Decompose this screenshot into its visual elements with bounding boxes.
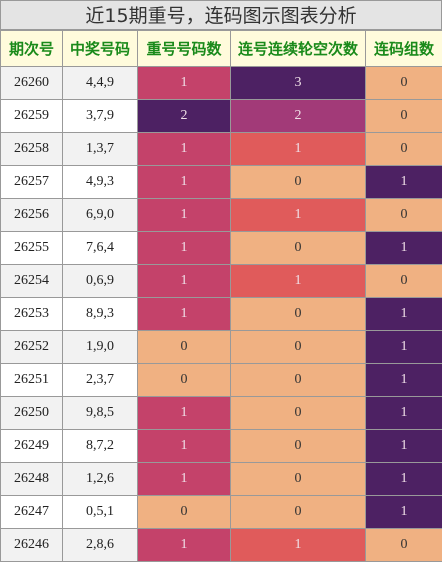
heat-cell: 0 [365,528,442,562]
cell: 1,2,6 [62,462,138,496]
cell: 0,6,9 [62,264,138,298]
heat-cell: 1 [365,363,442,397]
heat-cell: 0 [230,330,366,364]
heat-cell: 0 [230,297,366,331]
heat-cell: 1 [230,132,366,166]
heat-cell: 0 [230,165,366,199]
heat-cell: 0 [365,99,442,133]
heat-cell: 0 [137,330,231,364]
heat-cell: 0 [365,132,442,166]
cell: 2,3,7 [62,363,138,397]
heat-cell: 0 [365,198,442,232]
header-cell: 连码组数 [365,30,442,67]
heat-cell: 1 [365,462,442,496]
cell: 9,8,5 [62,396,138,430]
heat-cell: 1 [137,231,231,265]
heat-cell: 1 [365,429,442,463]
heat-cell: 1 [137,132,231,166]
row: 26259 3,7,9 2 2 0 [0,99,442,133]
heat-cell: 1 [137,297,231,331]
cell: 3,7,9 [62,99,138,133]
heat-cell: 0 [230,429,366,463]
cell: 4,9,3 [62,165,138,199]
cell: 1,3,7 [62,132,138,166]
cell: 26256 [0,198,63,232]
title: 近15期重号，连码图示图表分析 [0,0,442,30]
cell: 26260 [0,66,63,100]
heat-cell: 0 [230,363,366,397]
header-cell: 重号号码数 [137,30,231,67]
header-cell: 期次号 [0,30,63,67]
cell: 4,4,9 [62,66,138,100]
cell: 26250 [0,396,63,430]
heat-cell: 1 [365,297,442,331]
cell: 26249 [0,429,63,463]
heat-cell: 1 [137,429,231,463]
heat-cell: 1 [365,165,442,199]
heat-cell: 1 [365,330,442,364]
cell: 26259 [0,99,63,133]
cell: 8,9,3 [62,297,138,331]
row: 26251 2,3,7 0 0 1 [0,363,442,397]
row: 26250 9,8,5 1 0 1 [0,396,442,430]
header-cell: 连号连续轮空次数 [230,30,366,67]
cell: 6,9,0 [62,198,138,232]
cell: 26254 [0,264,63,298]
heat-cell: 1 [365,495,442,529]
cell: 26248 [0,462,63,496]
cell: 26247 [0,495,63,529]
header-cell: 中奖号码 [62,30,138,67]
heat-cell: 1 [137,165,231,199]
cell: 1,9,0 [62,330,138,364]
heat-cell: 0 [137,495,231,529]
row: 26247 0,5,1 0 0 1 [0,495,442,529]
heat-cell: 1 [137,66,231,100]
heat-cell: 3 [230,66,366,100]
row: 26249 8,7,2 1 0 1 [0,429,442,463]
cell: 26252 [0,330,63,364]
row: 26253 8,9,3 1 0 1 [0,297,442,331]
heat-cell: 0 [230,462,366,496]
row: 26256 6,9,0 1 1 0 [0,198,442,232]
heat-cell: 1 [230,528,366,562]
heat-cell: 0 [230,231,366,265]
header-row: 期次号 中奖号码 重号号码数 连号连续轮空次数 连码组数 [0,30,442,67]
cell: 26251 [0,363,63,397]
heat-cell: 1 [365,396,442,430]
heat-cell: 0 [365,264,442,298]
row: 26248 1,2,6 1 0 1 [0,462,442,496]
row: 26255 7,6,4 1 0 1 [0,231,442,265]
cell: 7,6,4 [62,231,138,265]
heat-cell: 1 [230,264,366,298]
cell: 26253 [0,297,63,331]
heat-cell: 2 [230,99,366,133]
heat-cell: 0 [230,495,366,529]
row: 26258 1,3,7 1 1 0 [0,132,442,166]
row: 26252 1,9,0 0 0 1 [0,330,442,364]
heat-cell: 1 [137,528,231,562]
row: 26254 0,6,9 1 1 0 [0,264,442,298]
row: 26257 4,9,3 1 0 1 [0,165,442,199]
cell: 8,7,2 [62,429,138,463]
heat-cell: 1 [137,198,231,232]
cell: 2,8,6 [62,528,138,562]
row: 26246 2,8,6 1 1 0 [0,528,442,562]
heat-cell: 1 [137,396,231,430]
heat-cell: 0 [137,363,231,397]
row: 26260 4,4,9 1 3 0 [0,66,442,100]
cell: 0,5,1 [62,495,138,529]
heat-cell: 0 [365,66,442,100]
heat-cell: 1 [230,198,366,232]
cell: 26255 [0,231,63,265]
cell: 26257 [0,165,63,199]
cell: 26258 [0,132,63,166]
heat-cell: 1 [137,462,231,496]
heat-cell: 0 [230,396,366,430]
heat-cell: 1 [137,264,231,298]
cell: 26246 [0,528,63,562]
heat-cell: 1 [365,231,442,265]
table: 期次号 中奖号码 重号号码数 连号连续轮空次数 连码组数 26260 4,4,9 1 3 0 26… [0,30,442,562]
heat-cell: 2 [137,99,231,133]
